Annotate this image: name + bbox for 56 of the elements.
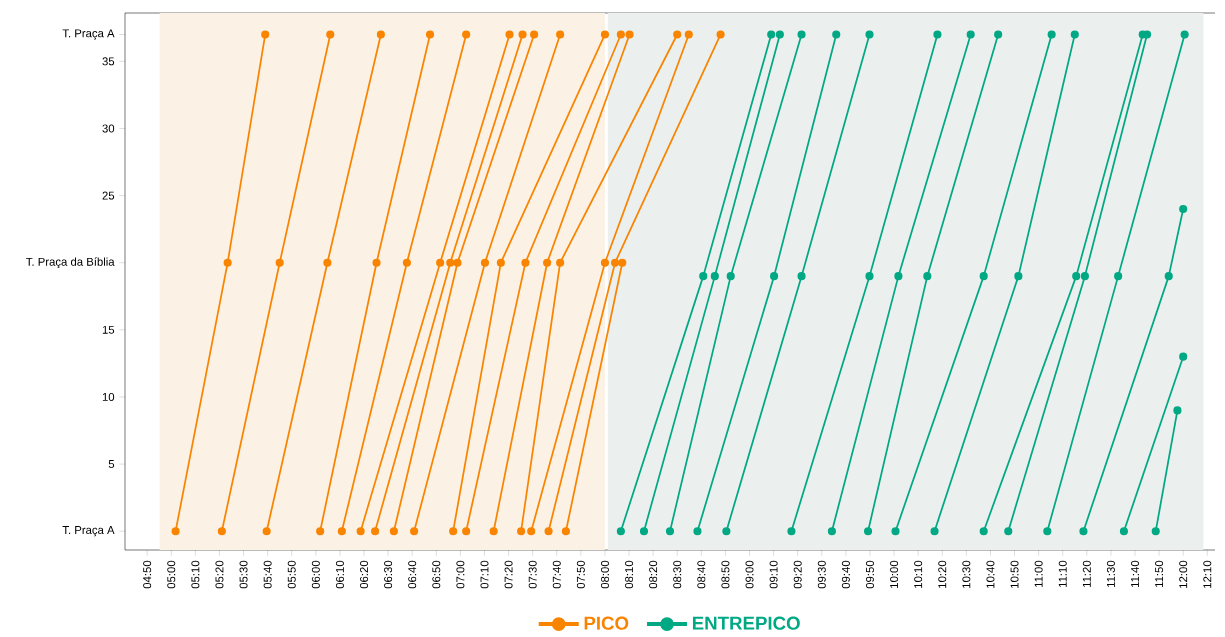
x-tick-label: 06:20 [360,560,369,589]
x-tick-label: 11:30 [1106,560,1115,588]
x-tick-label: 05:00 [167,560,176,589]
x-tick-label: 09:40 [841,560,850,589]
y-tick-label: 15 [102,325,115,334]
x-tick-label: 10:50 [1010,560,1019,588]
x-tick-label: 06:00 [311,560,320,589]
x-tick-label: 07:00 [456,560,465,589]
x-tick-label: 09:20 [793,560,802,589]
x-tick-label: 08:30 [673,560,682,589]
x-tick-label: 09:10 [769,560,778,589]
x-tick-label: 07:10 [480,560,489,589]
x-tick-label: 07:20 [504,560,513,589]
x-tick-label: 09:50 [865,560,874,589]
y-tick-label: 35 [102,57,115,66]
x-tick-label: 06:50 [432,560,441,589]
x-tick-label: 10:20 [938,560,947,588]
x-tick-label: 05:40 [263,560,272,589]
x-tick-label: 11:00 [1034,560,1043,588]
x-tick-label: 07:50 [576,560,585,589]
x-tick-label: 11:20 [1082,560,1091,588]
x-tick-label: 07:30 [528,560,537,589]
legend-label: ENTREPICO [692,616,800,630]
x-tick-label: 05:10 [191,560,200,589]
x-tick-label: 05:50 [287,560,296,589]
x-tick-label: 12:00 [1179,560,1188,588]
x-tick-label: 10:30 [962,560,971,588]
x-tick-label: 06:10 [335,560,344,589]
y-tick-label: 10 [102,392,115,401]
y-tick-label: T. Praça da Bíblia [26,257,115,269]
x-tick-label: 10:00 [890,560,899,588]
x-tick-label: 07:40 [552,560,561,589]
x-tick-label: 08:40 [697,560,706,589]
x-tick-label: 08:50 [721,560,730,589]
y-tick-label: T. Praça A [62,29,115,40]
x-tick-label: 05:30 [239,560,248,589]
y-tick-label: 25 [102,191,115,200]
legend-label: PICO [584,616,629,630]
x-tick-label: 08:20 [649,560,658,589]
x-tick-label: 05:20 [215,560,224,589]
x-tick-label: 06:40 [408,560,417,589]
x-tick-label: 10:40 [986,560,995,588]
x-tick-label: 09:30 [817,560,826,589]
x-tick-label: 08:10 [625,560,634,589]
x-tick-label: 06:30 [384,560,393,589]
y-tick-label: T. Praça A [62,526,115,537]
x-tick-label: 10:10 [914,560,923,588]
x-tick-label: 04:50 [143,560,152,589]
y-tick-label: 30 [102,124,115,133]
x-tick-label: 12:10 [1203,560,1212,588]
x-tick-label: 09:00 [745,560,754,589]
x-tick-label: 11:40 [1131,560,1140,588]
y-tick-label: 5 [108,460,115,469]
x-tick-label: 11:50 [1155,560,1164,588]
x-tick-label: 11:10 [1058,560,1067,588]
x-tick-label: 08:00 [600,560,609,589]
